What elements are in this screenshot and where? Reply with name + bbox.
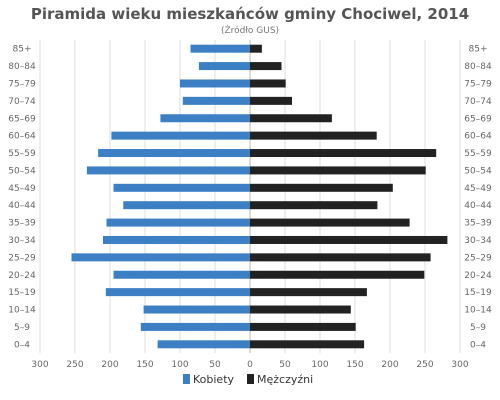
category-label-left: 45–49 (8, 184, 36, 194)
legend-swatch-mezczyzni (247, 374, 254, 384)
category-label-right: 0–4 (470, 340, 486, 350)
category-label-left: 60–64 (8, 132, 36, 142)
x-tick-label: 0 (247, 360, 253, 370)
category-label-right: 25–29 (464, 253, 492, 263)
category-label-left: 55–59 (8, 149, 36, 159)
bar-kobiety (98, 149, 250, 158)
category-label-left: 0–4 (14, 340, 30, 350)
chart-title: Piramida wieku mieszkańców gminy Chociwe… (31, 5, 469, 23)
label-layer: 300 250 200 150 100 50 0 50 100 150 200 250 300 85+ 85… (8, 45, 492, 370)
bar-mezczyzni (250, 166, 426, 175)
bar-kobiety (113, 270, 250, 279)
bar-mezczyzni (250, 131, 377, 140)
category-label-left: 70–74 (8, 97, 36, 107)
category-label-right: 65–69 (464, 114, 492, 124)
bar-mezczyzni (250, 235, 448, 244)
category-label-left: 5–9 (14, 323, 30, 333)
category-label-right: 70–74 (464, 97, 492, 107)
category-label-right: 5–9 (470, 323, 486, 333)
category-label-right: 75–79 (464, 79, 492, 89)
bar-kobiety (111, 131, 251, 140)
x-tick-label: 250 (416, 360, 433, 370)
bar-kobiety (157, 340, 250, 349)
category-label-right: 30–34 (464, 236, 492, 246)
bar-kobiety (160, 114, 250, 123)
category-label-left: 50–54 (8, 166, 36, 176)
bar-mezczyzni (250, 201, 378, 210)
bar-kobiety (106, 218, 250, 227)
bar-kobiety (86, 166, 251, 175)
x-tick-label: 100 (311, 360, 328, 370)
bar-kobiety (190, 44, 250, 53)
category-label-left: 65–69 (8, 114, 36, 124)
x-tick-label: 50 (209, 360, 221, 370)
x-tick-label: 100 (171, 360, 188, 370)
category-label-left: 25–29 (8, 253, 36, 263)
x-tick-label: 200 (101, 360, 118, 370)
category-label-right: 40–44 (464, 201, 492, 211)
category-label-right: 45–49 (464, 184, 492, 194)
category-label-right: 80–84 (464, 62, 492, 72)
category-label-right: 35–39 (464, 219, 492, 229)
bar-kobiety (105, 288, 250, 297)
x-tick-label: 300 (31, 360, 48, 370)
bar-mezczyzni (250, 114, 332, 123)
x-tick-label: 150 (346, 360, 363, 370)
category-label-left: 85+ (13, 45, 32, 55)
x-tick-label: 250 (66, 360, 83, 370)
bar-mezczyzni (250, 270, 425, 279)
category-label-left: 10–14 (8, 306, 36, 316)
bar-mezczyzni (250, 322, 356, 331)
bar-mezczyzni (250, 149, 437, 158)
bar-mezczyzni (250, 44, 262, 53)
legend: Kobiety Mężczyźni (183, 373, 313, 386)
category-label-left: 15–19 (8, 288, 36, 298)
bar-mezczyzni (250, 305, 351, 314)
category-label-left: 80–84 (8, 62, 36, 72)
bar-kobiety (103, 235, 250, 244)
bar-kobiety (71, 253, 250, 262)
x-tick-label: 50 (279, 360, 291, 370)
bar-kobiety (113, 183, 250, 192)
bar-kobiety (143, 305, 250, 314)
legend-label-kobiety: Kobiety (193, 373, 235, 386)
bar-mezczyzni (250, 253, 431, 262)
category-label-left: 75–79 (8, 79, 36, 89)
category-label-right: 10–14 (464, 306, 492, 316)
bar-mezczyzni (250, 340, 365, 349)
bar-mezczyzni (250, 218, 410, 227)
x-tick-label: 200 (381, 360, 398, 370)
bar-kobiety (180, 79, 250, 88)
category-label-left: 40–44 (8, 201, 36, 211)
category-label-left: 30–34 (8, 236, 36, 246)
category-label-right: 50–54 (464, 166, 492, 176)
category-label-right: 85+ (469, 45, 488, 55)
bar-kobiety (182, 96, 250, 105)
category-label-left: 20–24 (8, 271, 36, 281)
bar-kobiety (140, 322, 250, 331)
bar-layer (71, 44, 448, 349)
category-label-right: 60–64 (464, 132, 492, 142)
category-label-left: 35–39 (8, 219, 36, 229)
bar-mezczyzni (250, 62, 282, 71)
x-tick-label: 150 (136, 360, 153, 370)
bar-kobiety (198, 62, 250, 71)
bar-kobiety (123, 201, 250, 210)
bar-mezczyzni (250, 79, 286, 88)
legend-label-mezczyzni: Mężczyźni (257, 373, 313, 386)
legend-swatch-kobiety (183, 374, 190, 384)
x-tick-label: 300 (451, 360, 468, 370)
bar-mezczyzni (250, 96, 292, 105)
chart-subtitle: (Źródło GUS) (221, 24, 279, 36)
category-label-right: 20–24 (464, 271, 492, 281)
bar-mezczyzni (250, 183, 393, 192)
category-label-right: 55–59 (464, 149, 492, 159)
bar-mezczyzni (250, 288, 367, 297)
category-label-right: 15–19 (464, 288, 492, 298)
grid-layer (39, 40, 461, 353)
